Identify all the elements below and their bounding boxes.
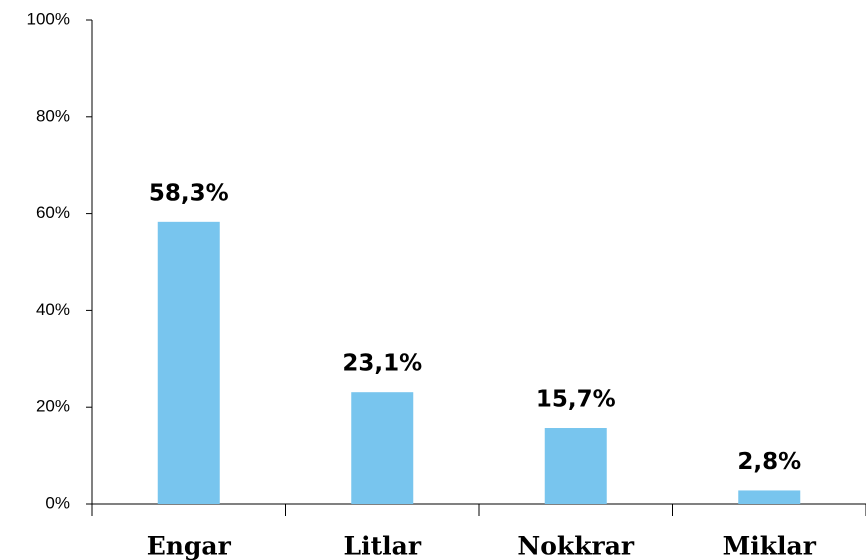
- value-label: 15,7%: [536, 387, 616, 413]
- x-tick-label: Litlar: [344, 532, 422, 560]
- bar: [544, 428, 607, 504]
- y-tick-label: 80%: [36, 106, 70, 125]
- x-tick-label: Miklar: [723, 532, 817, 560]
- bar: [738, 490, 801, 504]
- value-label: 2,8%: [737, 449, 801, 475]
- y-tick-label: 40%: [36, 300, 70, 319]
- value-label: 58,3%: [149, 180, 229, 206]
- y-tick-label: 100%: [27, 9, 70, 28]
- bar: [351, 392, 414, 504]
- x-tick-label: Nokkrar: [517, 532, 635, 560]
- y-tick-label: 60%: [36, 203, 70, 222]
- value-label: 23,1%: [342, 351, 422, 377]
- y-tick-label: 0%: [45, 493, 70, 512]
- y-tick-label: 20%: [36, 397, 70, 416]
- bar: [157, 221, 220, 504]
- x-tick-label: Engar: [147, 532, 232, 560]
